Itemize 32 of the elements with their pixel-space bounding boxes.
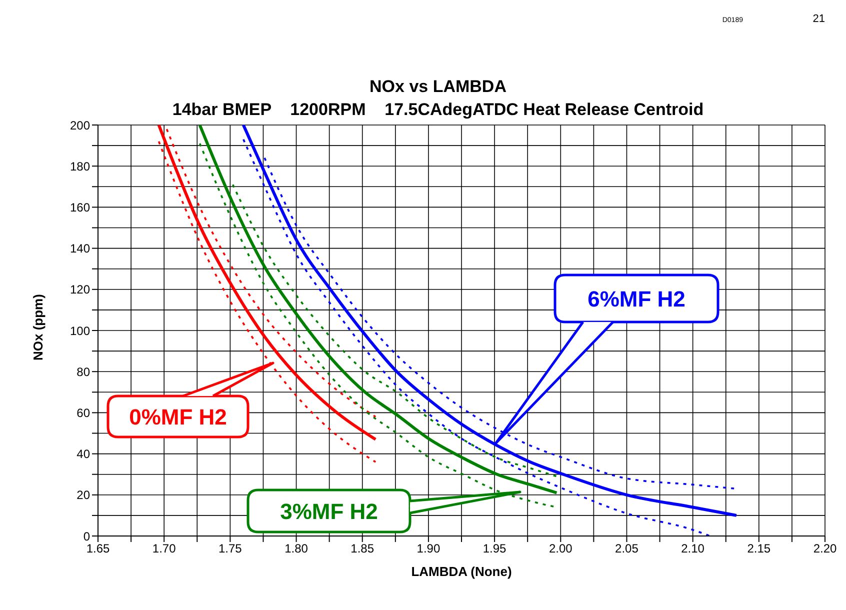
x-tick-label: 2.15 xyxy=(747,542,771,556)
x-tick-label: 2.20 xyxy=(813,542,837,556)
y-tick-label: 100 xyxy=(70,324,90,338)
text: 6%MF H2 xyxy=(588,286,686,312)
x-tick-label: 2.05 xyxy=(615,542,639,556)
chart-title: NOx vs LAMBDA xyxy=(370,77,506,96)
y-tick-label: 140 xyxy=(70,242,90,256)
y-tick-label: 80 xyxy=(76,364,90,379)
legend-label: 3%MF H2 xyxy=(280,499,378,524)
y-tick-label: 200 xyxy=(70,118,90,132)
y-tick-label: 180 xyxy=(70,159,90,174)
x-axis-title: LAMBDA (None) xyxy=(411,564,512,579)
text: 0%MF H2 xyxy=(129,404,227,430)
y-tick-label: 0 xyxy=(83,529,90,544)
x-tick-label: 1.65 xyxy=(86,542,110,556)
y-tick-label: 40 xyxy=(76,447,90,462)
text: 21 xyxy=(812,13,825,25)
x-tick-label: 1.90 xyxy=(416,542,440,556)
line-series xyxy=(232,184,558,478)
y-tick-label: 20 xyxy=(76,488,90,502)
chart-subtitle: 14bar BMEP 1200RPM 17.5CAdegATDC Heat Release Centroid xyxy=(172,100,704,119)
y-tick-label: 160 xyxy=(70,200,90,214)
x-tick-label: 1.95 xyxy=(482,542,507,556)
y-tick-label: 60 xyxy=(76,406,90,420)
x-tick-label: 1.80 xyxy=(284,542,308,556)
x-tick-label: 2.00 xyxy=(548,542,573,556)
y-tick-label: 120 xyxy=(70,282,90,297)
x-tick-label: 2.10 xyxy=(681,542,705,556)
y-axis-title: NOx (ppm) xyxy=(30,294,46,360)
x-tick-label: 1.70 xyxy=(152,542,176,556)
x-tick-label: 1.85 xyxy=(350,542,374,556)
x-tick-label: 1.75 xyxy=(218,542,242,556)
